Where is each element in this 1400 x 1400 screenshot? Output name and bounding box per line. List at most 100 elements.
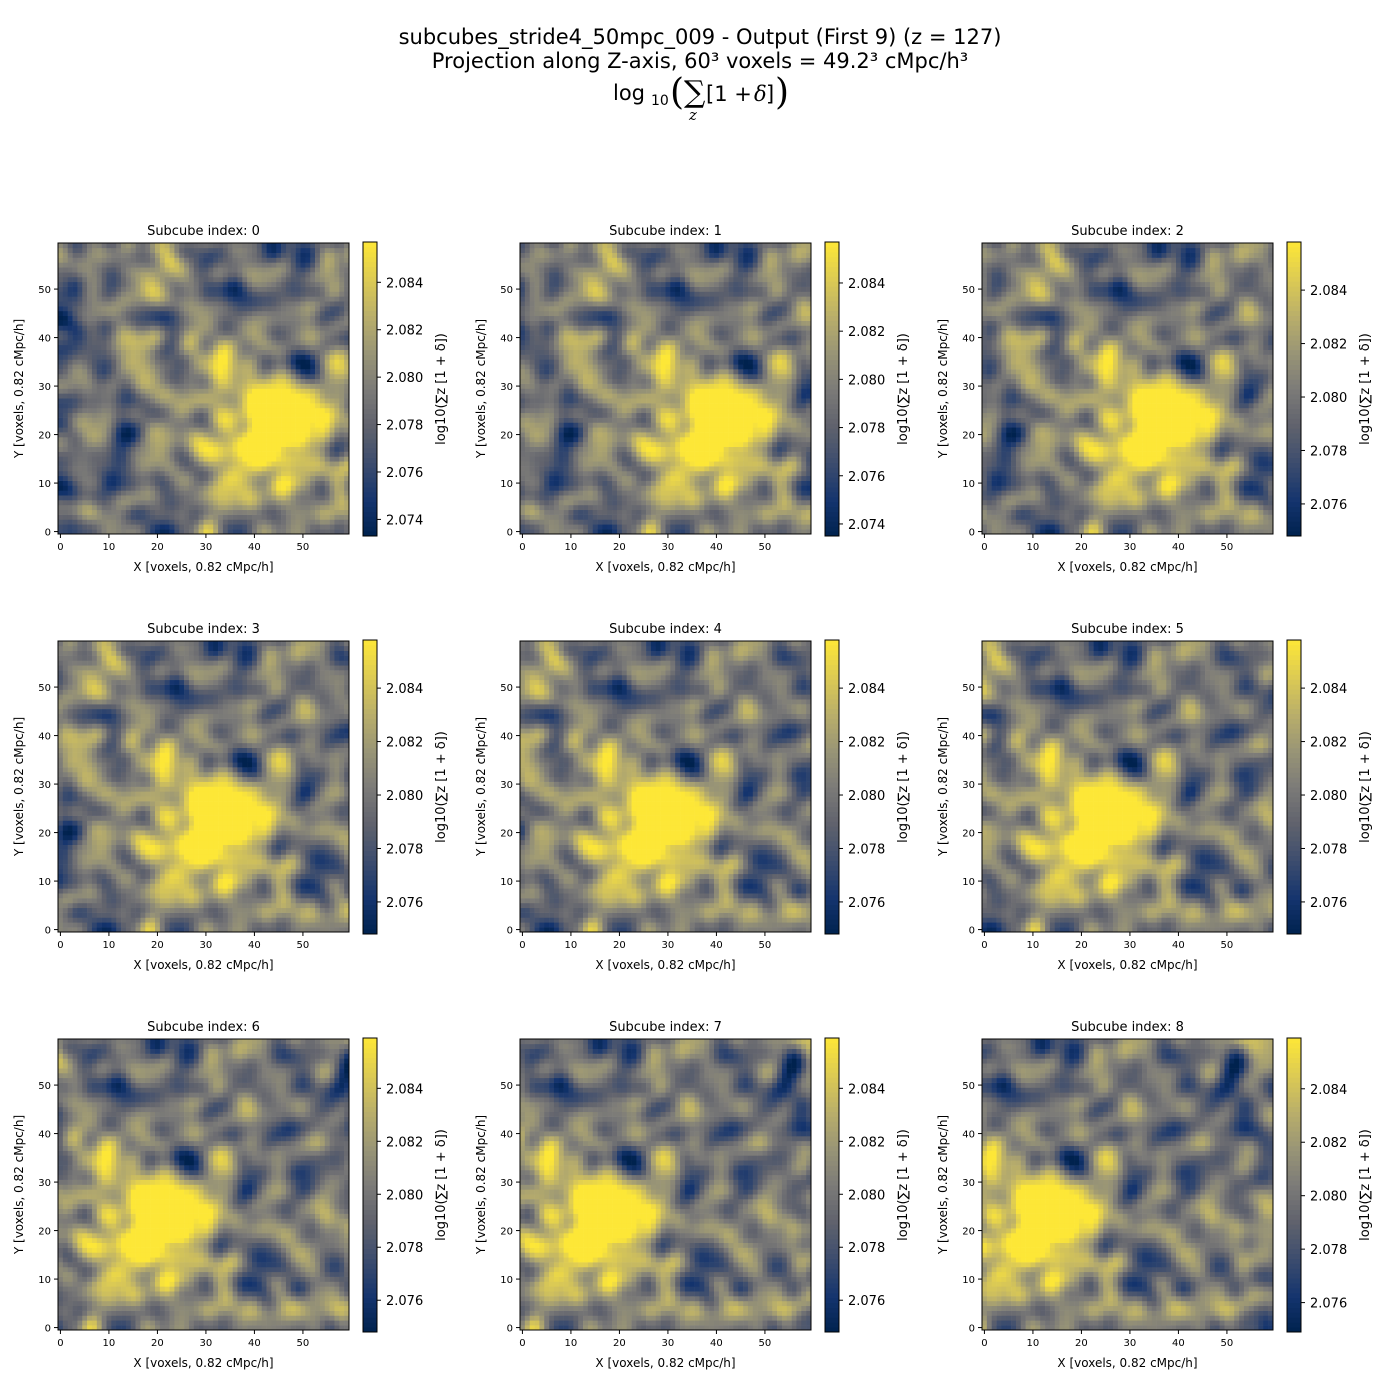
heatmap-cell <box>107 495 112 500</box>
heatmap-cell <box>174 495 179 500</box>
heatmap-cell <box>116 471 121 476</box>
heatmap-cell <box>189 486 194 491</box>
heatmap-cell <box>257 519 262 524</box>
heatmap-cell <box>77 515 82 520</box>
heatmap-cell <box>262 515 267 520</box>
heatmap-cell <box>87 500 92 505</box>
heatmap-cell <box>97 486 102 491</box>
heatmap-cell <box>131 519 136 524</box>
heatmap-cell <box>305 490 310 495</box>
heatmap-cell <box>136 495 141 500</box>
heatmap-cell <box>77 486 82 491</box>
heatmap-cell <box>179 515 184 520</box>
heatmap-cell <box>63 524 68 529</box>
heatmap-cell <box>189 524 194 529</box>
heatmap-cell <box>281 510 286 515</box>
heatmap-cell <box>145 510 150 515</box>
heatmap-cell <box>63 500 68 505</box>
heatmap-cell <box>131 510 136 515</box>
heatmap-cell <box>334 519 339 524</box>
heatmap-cell <box>150 510 155 515</box>
heatmap-cell <box>145 481 150 486</box>
heatmap-cell <box>111 519 116 524</box>
heatmap-cell <box>296 476 301 481</box>
heatmap-cell <box>276 505 281 510</box>
heatmap-cell <box>170 524 175 529</box>
heatmap-cell <box>170 471 175 476</box>
heatmap-cell <box>257 510 262 515</box>
heatmap-cell <box>252 524 257 529</box>
heatmap-cell <box>87 519 92 524</box>
heatmap-cell <box>281 500 286 505</box>
heatmap-cell <box>267 476 272 481</box>
heatmap-cell <box>140 515 145 520</box>
heatmap-cell <box>218 519 223 524</box>
heatmap-cell <box>82 505 87 510</box>
heatmap-cell <box>136 524 141 529</box>
heatmap-cell <box>82 515 87 520</box>
heatmap-cell <box>339 490 344 495</box>
heatmap-cell <box>199 500 204 505</box>
heatmap-cell <box>155 500 160 505</box>
heatmap-cell <box>107 476 112 481</box>
heatmap-cell <box>247 471 252 476</box>
heatmap-cell <box>121 490 126 495</box>
heatmap-cell <box>218 495 223 500</box>
heatmap-cell <box>92 500 97 505</box>
heatmap-cell <box>63 495 68 500</box>
heatmap-cell <box>213 476 218 481</box>
heatmap-cell <box>136 510 141 515</box>
heatmap-cell <box>262 519 267 524</box>
heatmap-cell <box>160 481 165 486</box>
heatmap-cell <box>155 471 160 476</box>
heatmap-cell <box>330 481 335 486</box>
heatmap-cell <box>140 486 145 491</box>
heatmap-cell <box>63 490 68 495</box>
heatmap-cell <box>97 515 102 520</box>
heatmap-cell <box>291 481 296 486</box>
heatmap-cell <box>218 505 223 510</box>
heatmap-cell <box>131 515 136 520</box>
heatmap-cell <box>242 510 247 515</box>
heatmap-cell <box>194 486 199 491</box>
heatmap-cell <box>276 481 281 486</box>
heatmap-cell <box>150 505 155 510</box>
heatmap-cell <box>145 490 150 495</box>
heatmap-cell <box>116 476 121 481</box>
heatmap-cell <box>111 510 116 515</box>
heatmap-cell <box>242 490 247 495</box>
heatmap-cell <box>208 486 213 491</box>
heatmap-cell <box>320 505 325 510</box>
heatmap-cell <box>271 505 276 510</box>
heatmap-cell <box>305 515 310 520</box>
heatmap-cell <box>111 515 116 520</box>
heatmap-cell <box>97 505 102 510</box>
heatmap-cell <box>194 515 199 520</box>
heatmap-cell <box>107 481 112 486</box>
heatmap-cell <box>170 500 175 505</box>
heatmap-cell <box>301 515 306 520</box>
heatmap-cell <box>339 505 344 510</box>
heatmap-cell <box>63 476 68 481</box>
heatmap-cell <box>92 519 97 524</box>
heatmap-cell <box>305 481 310 486</box>
heatmap-cell <box>320 510 325 515</box>
heatmap-cell <box>330 495 335 500</box>
heatmap-cell <box>267 490 272 495</box>
heatmap-cell <box>189 490 194 495</box>
heatmap-cell <box>102 476 107 481</box>
heatmap-cell <box>267 481 272 486</box>
heatmap-cell <box>242 471 247 476</box>
heatmap-cell <box>213 524 218 529</box>
heatmap-cell <box>184 481 189 486</box>
heatmap-cell <box>136 476 141 481</box>
heatmap-cell <box>204 519 209 524</box>
heatmap-cell <box>296 505 301 510</box>
heatmap-cell <box>325 476 330 481</box>
heatmap-cell <box>102 471 107 476</box>
heatmap-cell <box>334 476 339 481</box>
heatmap-cell <box>73 495 78 500</box>
heatmap-cell <box>121 471 126 476</box>
heatmap-cell <box>252 471 257 476</box>
heatmap-cell <box>204 500 209 505</box>
